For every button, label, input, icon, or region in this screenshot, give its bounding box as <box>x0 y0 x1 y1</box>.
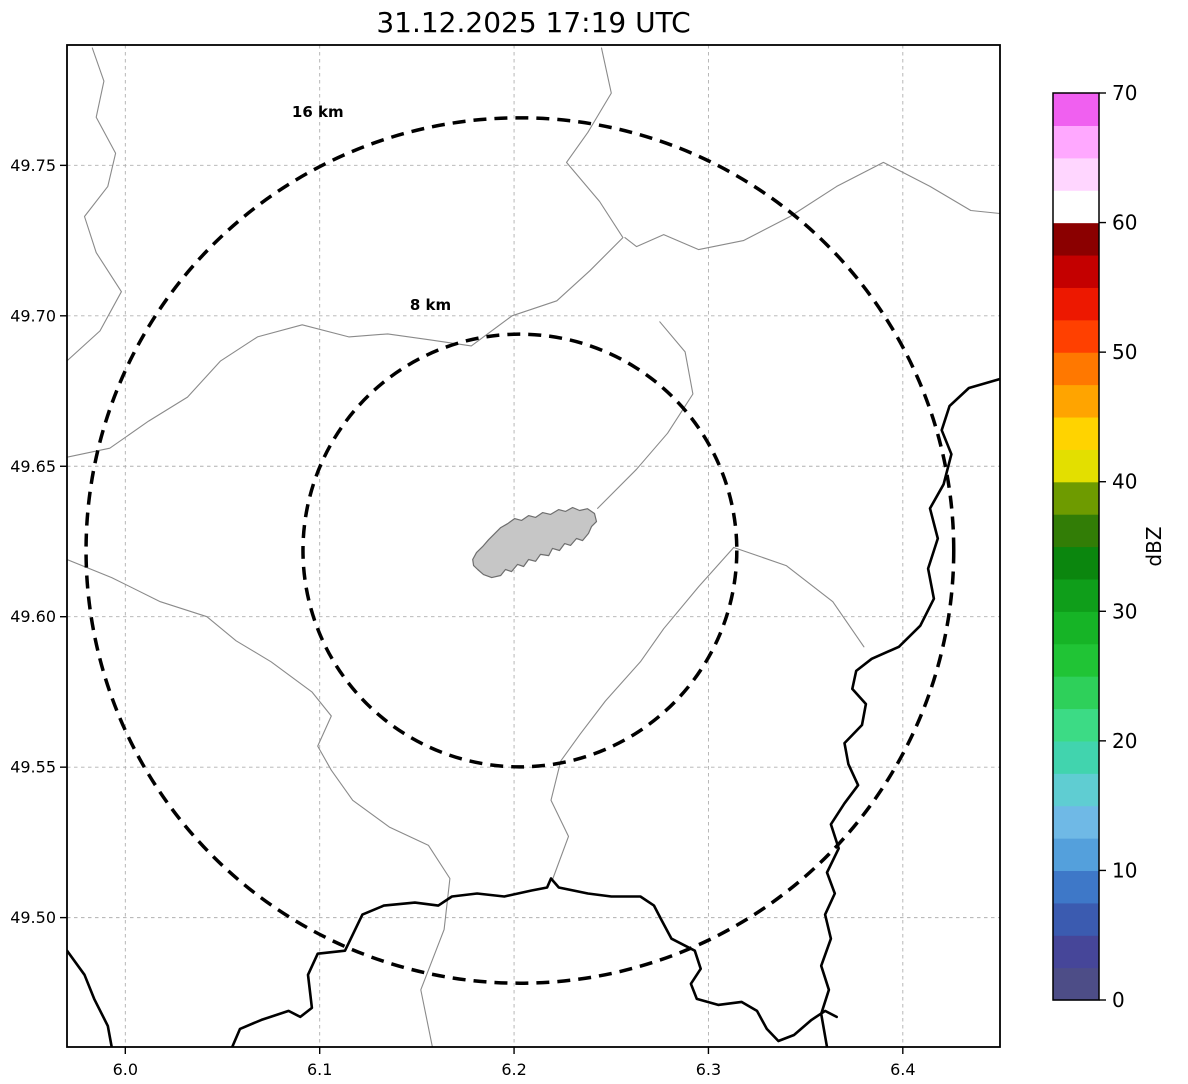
colorbar-tick-label: 50 <box>1112 340 1137 364</box>
colorbar-band <box>1053 578 1099 612</box>
range-ring-8km <box>301 332 739 769</box>
x-tick-label: 6.4 <box>890 1060 915 1079</box>
colorbar-band <box>1053 449 1099 483</box>
y-tick-label: 49.70 <box>10 306 56 325</box>
colorbar-band <box>1053 125 1099 159</box>
country-border-line <box>819 377 1000 1047</box>
colorbar-band <box>1053 773 1099 807</box>
colorbar-band <box>1053 222 1099 256</box>
colorbar-band <box>1053 287 1099 321</box>
admin-boundary-line <box>67 47 122 362</box>
colorbar-band <box>1053 870 1099 904</box>
grid <box>67 45 1000 1047</box>
map-layers <box>67 47 1000 1047</box>
colorbar-tick-label: 60 <box>1112 211 1137 235</box>
colorbar-band <box>1053 481 1099 515</box>
colorbar-band <box>1053 384 1099 418</box>
colorbar-tick-label: 30 <box>1112 599 1137 623</box>
admin-boundary-line <box>733 546 865 648</box>
colorbar-band <box>1053 643 1099 677</box>
admin-boundary-line <box>597 321 694 509</box>
y-tick-label: 49.75 <box>10 156 56 175</box>
colorbar-band <box>1053 967 1099 1001</box>
colorbar-band <box>1053 352 1099 386</box>
colorbar-frame <box>1052 92 1100 1001</box>
admin-boundary-line <box>67 47 624 458</box>
colorbar-band <box>1053 254 1099 288</box>
y-tick-label: 49.55 <box>10 758 56 777</box>
colorbar-band <box>1053 902 1099 936</box>
admin-boundary-line <box>624 161 1000 251</box>
city-boundary-polygon <box>472 506 598 579</box>
colorbar-band <box>1053 676 1099 710</box>
colorbar-band <box>1053 740 1099 774</box>
colorbar-tick-label: 20 <box>1112 729 1137 753</box>
admin-boundary-line <box>67 558 451 1047</box>
colorbar-band <box>1053 319 1099 353</box>
colorbar-band <box>1053 93 1099 126</box>
colorbar-tick-label: 40 <box>1112 470 1137 494</box>
colorbar-axis-label: dBZ <box>1142 526 1166 566</box>
colorbar-band <box>1053 190 1099 224</box>
colorbar-band <box>1053 546 1099 580</box>
colorbar-band <box>1053 416 1099 450</box>
range-ring-16km <box>84 116 956 985</box>
colorbar-tick-label: 0 <box>1112 988 1125 1012</box>
country-border-line <box>230 877 839 1047</box>
y-tick-label: 49.60 <box>10 607 56 626</box>
colorbar-band <box>1053 611 1099 645</box>
colorbar-tick-label: 70 <box>1112 81 1137 105</box>
colorbar-band <box>1053 838 1099 872</box>
x-tick-label: 6.2 <box>501 1060 526 1079</box>
range-ring-label: 8 km <box>410 296 451 314</box>
country-border-line <box>67 949 113 1047</box>
admin-boundary-line <box>550 546 735 880</box>
colorbar-band <box>1053 157 1099 191</box>
y-tick-label: 49.65 <box>10 457 56 476</box>
range-ring-label: 16 km <box>292 103 344 121</box>
colorbar-band <box>1053 805 1099 839</box>
colorbar-tick-label: 10 <box>1112 858 1137 882</box>
x-tick-label: 6.3 <box>696 1060 721 1079</box>
chart-title: 31.12.2025 17:19 UTC <box>376 6 691 39</box>
plot-frame <box>66 44 1001 1048</box>
x-tick-label: 6.0 <box>113 1060 138 1079</box>
colorbar: 0 10 20 30 40 50 60 70 dBZ <box>1052 81 1166 1012</box>
colorbar-band <box>1053 708 1099 742</box>
colorbar-band <box>1053 935 1099 969</box>
x-tick-label: 6.1 <box>307 1060 332 1079</box>
colorbar-band <box>1053 514 1099 548</box>
y-tick-label: 49.50 <box>10 908 56 927</box>
